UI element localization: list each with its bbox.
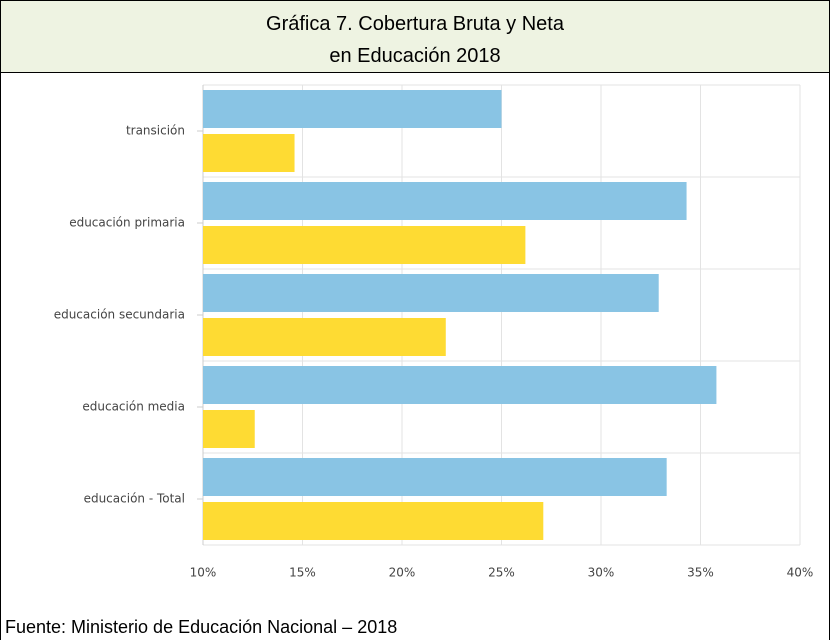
chart-title: Gráfica 7. Cobertura Bruta y Neta <box>266 13 565 35</box>
y-tick-label: educación - Total <box>84 492 185 506</box>
x-tick-label: 15% <box>289 566 316 580</box>
title-box <box>0 0 830 73</box>
y-tick-label: educación media <box>82 400 185 414</box>
bar <box>203 366 717 404</box>
y-tick-label: educación secundaria <box>54 308 185 322</box>
x-tick-label: 30% <box>588 566 615 580</box>
bar <box>203 274 659 312</box>
bar <box>203 182 687 220</box>
x-tick-label: 40% <box>787 566 814 580</box>
y-tick-label: transición <box>126 124 185 138</box>
bar <box>203 458 667 496</box>
source: Fuente: Ministerio de Educación Nacional… <box>5 617 397 637</box>
bar <box>203 502 544 540</box>
bar <box>203 318 446 356</box>
bar <box>203 90 502 128</box>
x-tick-label: 20% <box>389 566 416 580</box>
y-tick-label: educación primaria <box>69 216 185 230</box>
chart-title: en Educación 2018 <box>329 45 500 67</box>
x-tick-label: 25% <box>488 566 515 580</box>
bar <box>203 134 295 172</box>
x-tick-label: 10% <box>190 566 217 580</box>
bar <box>203 226 526 264</box>
x-tick-label: 35% <box>687 566 714 580</box>
bar <box>203 410 255 448</box>
